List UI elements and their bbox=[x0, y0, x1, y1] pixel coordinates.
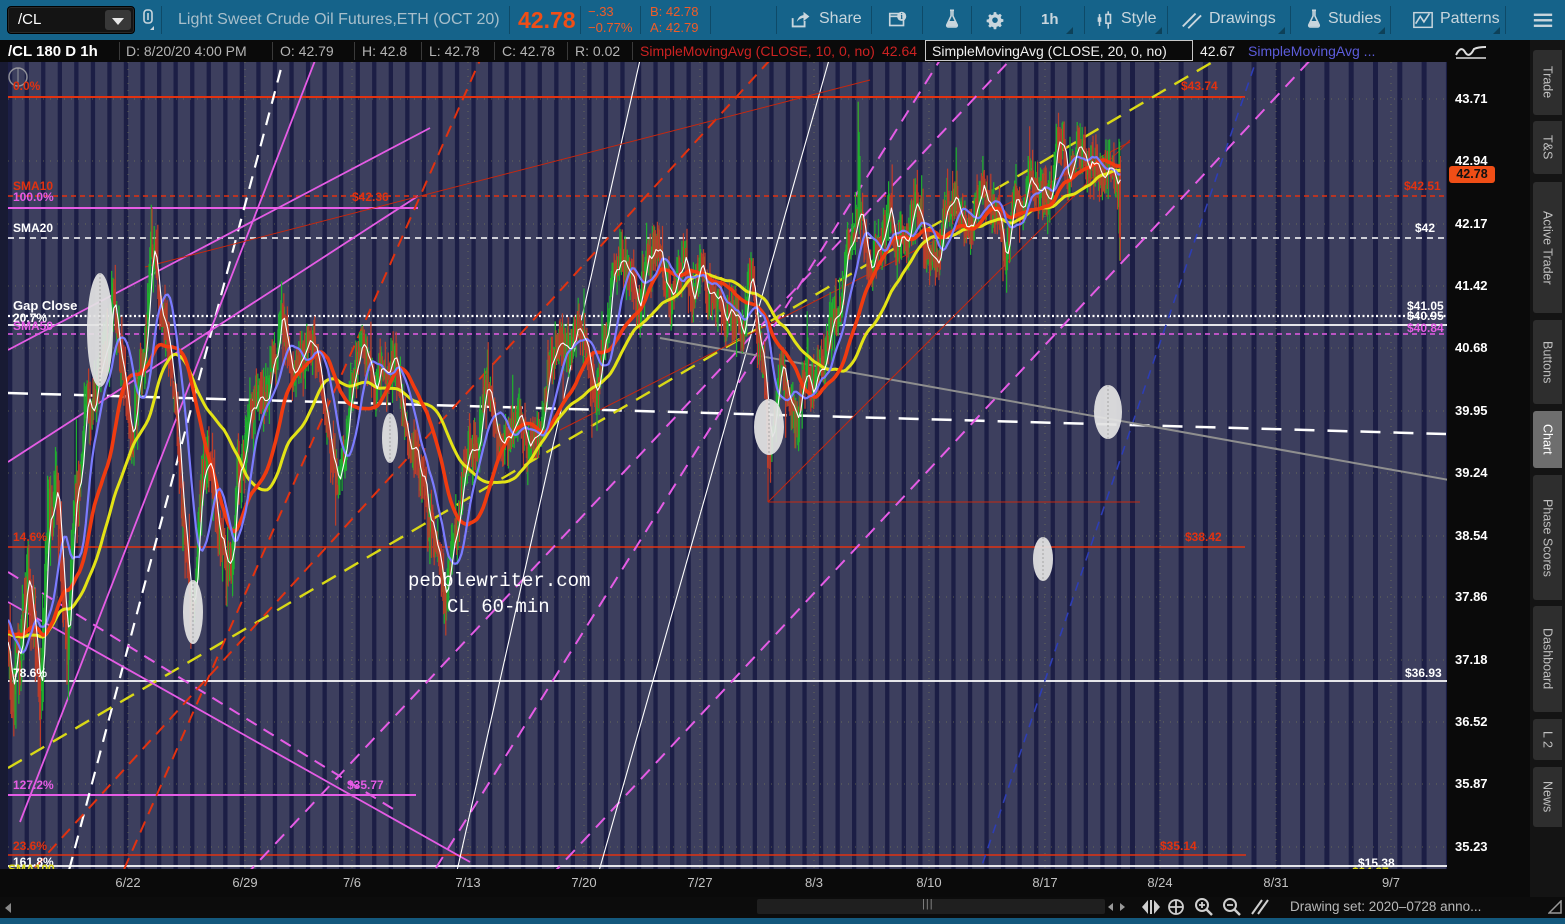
svg-text:pebblewriter.com: pebblewriter.com bbox=[408, 570, 590, 592]
svg-text:Gap Close: Gap Close bbox=[13, 298, 77, 313]
svg-text:i: i bbox=[901, 12, 904, 21]
svg-text:$35.77: $35.77 bbox=[347, 778, 384, 792]
svg-text:78.6%: 78.6% bbox=[13, 666, 47, 680]
svg-text:23.6%: 23.6% bbox=[13, 839, 47, 853]
svg-text:$43.74: $43.74 bbox=[1181, 79, 1218, 93]
svg-text:$36.93: $36.93 bbox=[1405, 666, 1442, 680]
svg-text:127.2%: 127.2% bbox=[13, 778, 54, 792]
svg-text:14.6%: 14.6% bbox=[13, 530, 47, 544]
svg-text:$42: $42 bbox=[1415, 221, 1435, 235]
svg-text:161.8%: 161.8% bbox=[13, 855, 54, 869]
svg-text:$41.05: $41.05 bbox=[1407, 299, 1444, 313]
svg-text:$38.42: $38.42 bbox=[1185, 530, 1222, 544]
svg-text:$35.14: $35.14 bbox=[1160, 839, 1197, 853]
svg-text:SMA50: SMA50 bbox=[13, 319, 53, 333]
svg-text:$40.84: $40.84 bbox=[1407, 321, 1444, 335]
svg-text:$42.51: $42.51 bbox=[1404, 179, 1441, 193]
svg-text:$42.36: $42.36 bbox=[352, 190, 389, 204]
svg-text:SMA10: SMA10 bbox=[13, 179, 53, 193]
svg-text:20.7%: 20.7% bbox=[13, 311, 47, 325]
svg-text:SMA20: SMA20 bbox=[13, 221, 53, 235]
svg-text:$40.95: $40.95 bbox=[1407, 309, 1444, 323]
svg-text:0.0%: 0.0% bbox=[13, 79, 41, 93]
svg-text:$15.38: $15.38 bbox=[1358, 856, 1395, 870]
svg-text:CL 60-min: CL 60-min bbox=[447, 596, 550, 618]
svg-text:100.0%: 100.0% bbox=[13, 190, 54, 204]
